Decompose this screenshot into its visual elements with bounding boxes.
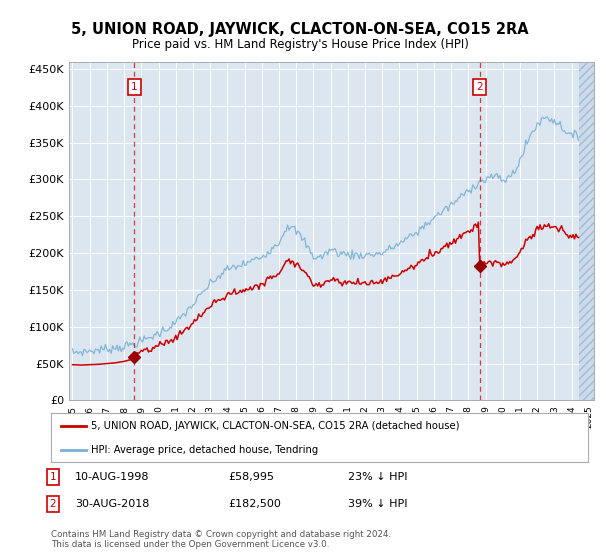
- Text: 2: 2: [476, 82, 483, 92]
- Text: Price paid vs. HM Land Registry's House Price Index (HPI): Price paid vs. HM Land Registry's House …: [131, 38, 469, 51]
- Bar: [580, 62, 600, 400]
- Text: 30-AUG-2018: 30-AUG-2018: [75, 499, 149, 509]
- Text: 5, UNION ROAD, JAYWICK, CLACTON-ON-SEA, CO15 2RA (detached house): 5, UNION ROAD, JAYWICK, CLACTON-ON-SEA, …: [91, 421, 460, 431]
- Text: 1: 1: [131, 82, 138, 92]
- Text: 1: 1: [49, 472, 56, 482]
- Text: 5, UNION ROAD, JAYWICK, CLACTON-ON-SEA, CO15 2RA: 5, UNION ROAD, JAYWICK, CLACTON-ON-SEA, …: [71, 22, 529, 38]
- Text: HPI: Average price, detached house, Tendring: HPI: Average price, detached house, Tend…: [91, 445, 319, 455]
- Text: 39% ↓ HPI: 39% ↓ HPI: [348, 499, 407, 509]
- Text: 10-AUG-1998: 10-AUG-1998: [75, 472, 149, 482]
- Text: £182,500: £182,500: [228, 499, 281, 509]
- Text: £58,995: £58,995: [228, 472, 274, 482]
- Text: Contains HM Land Registry data © Crown copyright and database right 2024.
This d: Contains HM Land Registry data © Crown c…: [51, 530, 391, 549]
- Text: 23% ↓ HPI: 23% ↓ HPI: [348, 472, 407, 482]
- Text: 2: 2: [49, 499, 56, 509]
